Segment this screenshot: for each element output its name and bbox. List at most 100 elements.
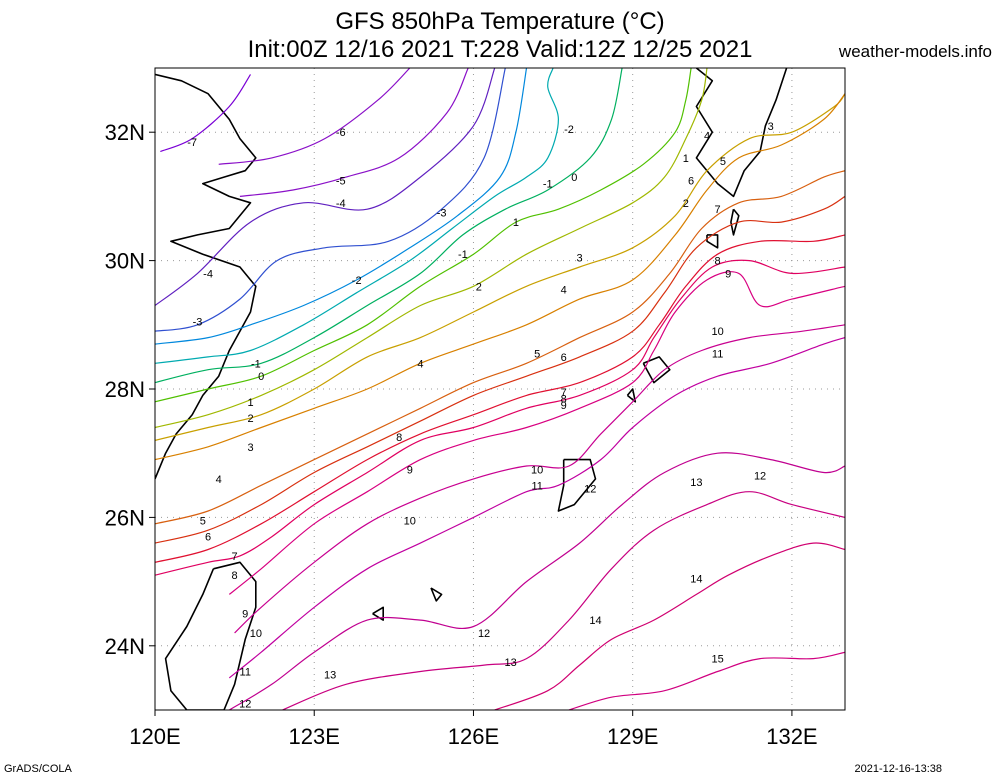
isotherm-14	[494, 542, 845, 710]
contour-label: -1	[458, 249, 468, 261]
contour-label: 13	[504, 657, 516, 669]
axis-ticks: 120E 123E 126E 129E 132E 24N 26N 28N 30N 32N	[105, 120, 818, 749]
contour-label: 10	[711, 326, 723, 338]
coastline-amami-oshima	[642, 356, 671, 384]
contour-label: -7	[187, 137, 197, 149]
contour-label: -6	[336, 127, 346, 139]
lat-tick-label: 32N	[105, 120, 145, 145]
contour-labels: -7-6-5-4-4-3-3-2-2-1-1-10011122233344445…	[187, 121, 774, 711]
contour-label: 2	[683, 198, 689, 210]
coastline-japan-coast	[695, 68, 788, 198]
software-credit: GrADS/COLA	[4, 763, 72, 775]
contour-label: -4	[203, 268, 213, 280]
coastlines	[155, 68, 788, 710]
render-timestamp: 2021-12-16-13:38	[854, 763, 942, 775]
coastline-okinawa	[557, 458, 597, 512]
contour-label: 8	[396, 432, 402, 444]
lat-tick-label: 30N	[105, 249, 145, 274]
map-title: GFS 850hPa Temperature (°C)	[335, 8, 665, 35]
contour-label: 3	[247, 442, 253, 454]
contour-label: 9	[242, 609, 248, 621]
contour-label: 10	[404, 516, 416, 528]
isotherm--4	[155, 68, 496, 306]
contour-label: 11	[240, 666, 251, 678]
coastline-china-coast	[155, 73, 257, 480]
contour-label: 1	[683, 153, 689, 165]
contour-label: 3	[768, 121, 774, 133]
isotherm--6	[218, 68, 411, 165]
isotherm--7	[160, 74, 252, 153]
isotherm--3	[155, 68, 506, 332]
lon-tick-label: 120E	[129, 724, 180, 749]
coastline-tanegashima	[730, 208, 740, 236]
contour-label: 7	[561, 387, 567, 399]
contour-label: 7	[715, 204, 721, 216]
coastline-miyako	[430, 587, 443, 602]
contour-label: -3	[437, 207, 447, 219]
isotherm-15	[568, 651, 845, 710]
contour-label: 5	[534, 349, 540, 361]
map-subtitle: Init:00Z 12/16 2021 T:228 Valid:12Z 12/2…	[247, 36, 753, 63]
contour-label: 14	[589, 615, 601, 627]
isotherm-11	[228, 337, 845, 679]
contour-label: 3	[577, 252, 583, 264]
isotherm-12	[228, 452, 845, 710]
graticule	[155, 68, 845, 710]
contour-label: 5	[720, 156, 726, 168]
lon-tick-label: 132E	[766, 724, 817, 749]
contour-label: 0	[258, 371, 264, 383]
isotherm-13	[282, 491, 845, 710]
contour-label: 9	[407, 464, 413, 476]
contour-label: 6	[205, 532, 211, 544]
contour-label: 12	[754, 471, 766, 483]
coastline-ishigaki	[372, 606, 384, 621]
contour-label: 8	[561, 394, 567, 406]
contour-label: 12	[584, 484, 596, 496]
isotherm-1	[155, 68, 692, 403]
coastline-tokunoshima	[626, 388, 637, 403]
isotherm-9	[228, 271, 845, 595]
isotherm--5	[239, 68, 469, 197]
site-credit: weather-models.info	[838, 42, 992, 61]
contour-label: 1	[247, 397, 253, 409]
contour-label: 13	[690, 477, 702, 489]
contour-label: 8	[232, 570, 238, 582]
isotherm-10	[234, 324, 845, 634]
contour-label: 14	[690, 573, 702, 585]
isotherm-7	[155, 234, 845, 563]
contour-label: -3	[193, 317, 203, 329]
contour-label: 7	[232, 551, 238, 563]
isotherm-6	[155, 195, 845, 544]
contour-label: 4	[216, 474, 222, 486]
contour-label: -2	[564, 124, 574, 136]
contour-label: 1	[513, 217, 519, 229]
contour-label: 2	[247, 413, 253, 425]
isotherms	[155, 68, 845, 710]
lon-tick-label: 123E	[289, 724, 340, 749]
lat-tick-label: 26N	[105, 505, 145, 530]
isotherm-0	[155, 68, 623, 384]
isotherm-2	[155, 68, 708, 429]
contour-label: 11	[531, 480, 542, 492]
contour-label: -4	[336, 198, 346, 210]
contour-label: -1	[251, 358, 261, 370]
contour-label: 10	[250, 628, 262, 640]
isotherm-3	[155, 93, 845, 441]
contour-label: 4	[417, 358, 423, 370]
contour-label: 9	[725, 268, 731, 280]
contour-label: -5	[336, 175, 346, 187]
contour-label: 15	[711, 654, 723, 666]
coastline-taiwan	[164, 561, 257, 710]
contour-label: 4	[561, 284, 567, 296]
map-background	[155, 68, 845, 710]
contour-label: 10	[531, 464, 543, 476]
contour-label: 5	[200, 516, 206, 528]
contour-label: -1	[543, 179, 553, 191]
contour-label: 9	[561, 400, 567, 412]
isotherm--1	[155, 68, 560, 364]
contour-label: 2	[476, 281, 482, 293]
lon-tick-label: 126E	[448, 724, 499, 749]
contour-label: 12	[239, 699, 251, 711]
contour-label: 0	[571, 172, 577, 184]
